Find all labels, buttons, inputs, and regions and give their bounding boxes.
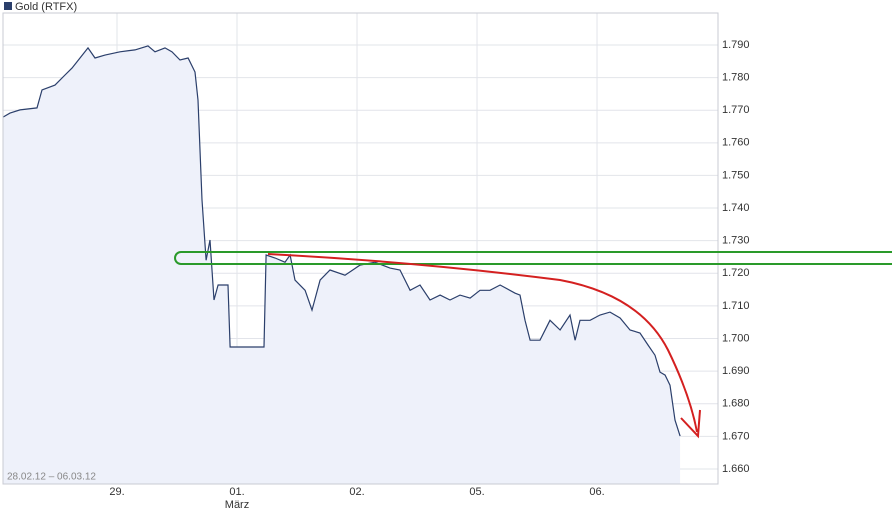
- legend-swatch: [4, 2, 12, 10]
- arrow-head: [680, 409, 701, 439]
- x-month-label: März: [225, 499, 249, 511]
- x-tick-label: 29.: [109, 486, 124, 498]
- plot-area: [2, 13, 718, 485]
- y-tick-label: 1.690: [722, 365, 750, 377]
- trend-arrow: [267, 253, 698, 433]
- y-tick-label: 1.730: [722, 235, 750, 247]
- x-tick-label: 05.: [469, 486, 484, 498]
- support-band: [174, 251, 892, 265]
- legend-label: Gold (RTFX): [15, 1, 77, 13]
- y-tick-label: 1.790: [722, 39, 750, 51]
- y-tick-label: 1.720: [722, 267, 750, 279]
- price-line: [2, 45, 681, 437]
- y-tick-label: 1.740: [722, 202, 750, 214]
- y-tick-label: 1.700: [722, 332, 750, 344]
- area: [3, 45, 681, 485]
- y-tick-label: 1.670: [722, 430, 750, 442]
- y-tick-label: 1.780: [722, 71, 750, 83]
- y-tick-label: 1.710: [722, 300, 750, 312]
- x-tick-label: 02.: [349, 486, 364, 498]
- y-tick-label: 1.770: [722, 104, 750, 116]
- y-tick-label: 1.680: [722, 398, 750, 410]
- y-tick-label: 1.660: [722, 463, 750, 475]
- x-tick-label: 06.: [589, 486, 604, 498]
- plot-frame: [2, 12, 719, 485]
- x-tick-label: 01.: [229, 486, 244, 498]
- y-tick-label: 1.760: [722, 137, 750, 149]
- y-tick-label: 1.750: [722, 169, 750, 181]
- date-range: 28.02.12 – 06.03.12: [7, 472, 96, 483]
